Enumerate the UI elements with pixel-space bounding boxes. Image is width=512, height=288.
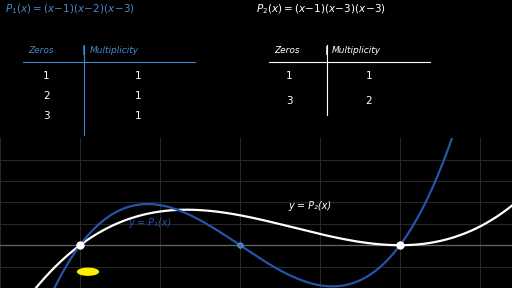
Text: 1: 1	[135, 91, 141, 101]
Text: Multiplicity: Multiplicity	[332, 46, 381, 55]
Text: 1: 1	[366, 71, 372, 81]
Text: $P_1(x)=(x\!-\!1)(x\!-\!2)(x\!-\!3)$: $P_1(x)=(x\!-\!1)(x\!-\!2)(x\!-\!3)$	[5, 3, 135, 16]
Text: Zeros: Zeros	[28, 46, 54, 55]
Text: 1: 1	[135, 111, 141, 121]
Text: |: |	[82, 46, 85, 55]
Text: 1: 1	[135, 71, 141, 81]
Text: y = P₁(x): y = P₁(x)	[128, 218, 171, 228]
Text: 3: 3	[286, 96, 292, 107]
Text: y = P₂(x): y = P₂(x)	[288, 201, 331, 211]
Text: Multiplicity: Multiplicity	[90, 46, 139, 55]
Text: 3: 3	[43, 111, 49, 121]
Text: 1: 1	[43, 71, 49, 81]
Text: 2: 2	[366, 96, 372, 107]
Text: Zeros: Zeros	[274, 46, 300, 55]
Ellipse shape	[78, 268, 98, 275]
Text: 1: 1	[286, 71, 292, 81]
Text: 2: 2	[43, 91, 49, 101]
Text: |: |	[325, 46, 328, 55]
Text: $P_2(x)=(x\!-\!1)(x\!-\!3)(x\!-\!3)$: $P_2(x)=(x\!-\!1)(x\!-\!3)(x\!-\!3)$	[256, 3, 386, 16]
